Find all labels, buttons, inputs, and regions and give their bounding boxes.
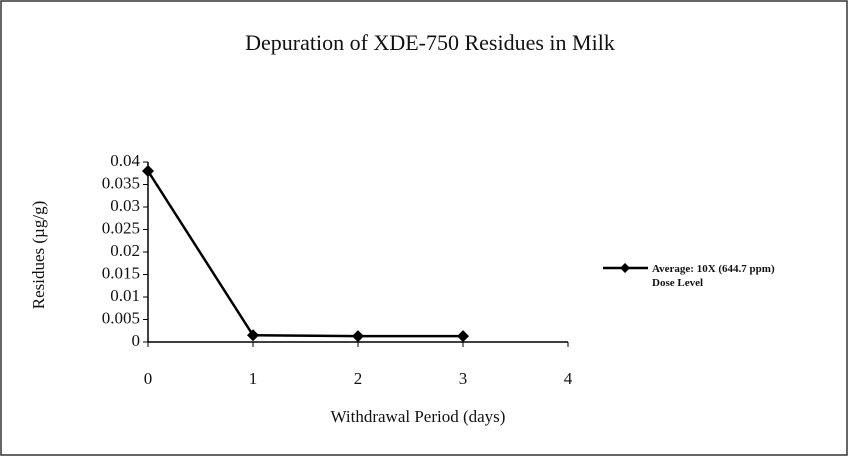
x-axis-label: Withdrawal Period (days) (331, 407, 506, 426)
legend-marker (620, 263, 630, 273)
x-tick-label: 2 (354, 369, 363, 388)
y-tick-label: 0.035 (102, 173, 140, 192)
y-tick-label: 0.005 (102, 308, 140, 327)
y-axis-label: Residues (µg/g) (29, 201, 48, 309)
x-tick-label: 4 (564, 369, 573, 388)
x-tick-label: 3 (459, 369, 468, 388)
y-tick-label: 0.04 (110, 151, 140, 170)
y-tick-label: 0 (132, 331, 141, 350)
x-tick-label: 0 (144, 369, 153, 388)
data-point (352, 330, 364, 343)
y-tick-label: 0.01 (110, 286, 140, 305)
y-tick-label: 0.03 (110, 196, 140, 215)
data-line (146, 170, 463, 338)
legend-label: Average: 10X (644.7 ppm) Dose Level (652, 263, 775, 289)
chart-title: Depuration of XDE-750 Residues in Milk (245, 30, 615, 55)
data-point (142, 165, 154, 177)
y-tick-label: 0.015 (102, 263, 140, 282)
data-point (457, 330, 469, 343)
x-tick-label: 1 (249, 369, 258, 388)
data-point (247, 329, 259, 342)
y-tick-label: 0.02 (110, 241, 140, 260)
y-tick-label: 0.025 (102, 218, 140, 237)
